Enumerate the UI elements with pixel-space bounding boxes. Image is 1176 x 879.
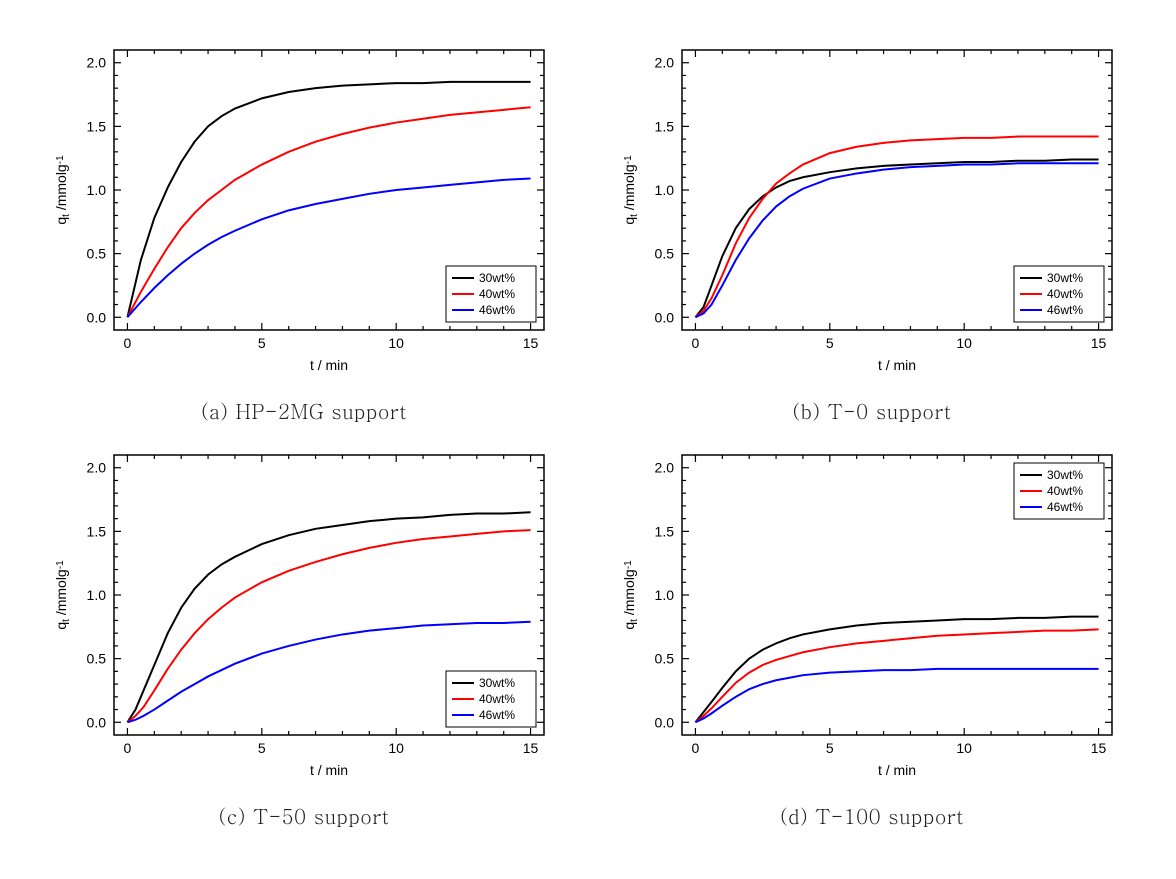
svg-text:15: 15 [1091, 335, 1107, 351]
svg-text:15: 15 [523, 740, 539, 756]
svg-text:0: 0 [692, 335, 700, 351]
svg-text:0.0: 0.0 [655, 309, 675, 325]
legend-label-30wt%: 30wt% [479, 271, 515, 285]
x-axis-label: t / min [878, 762, 916, 778]
svg-text:2.0: 2.0 [655, 460, 675, 476]
caption-c: (c) T-50 support [219, 801, 390, 830]
legend-label-30wt%: 30wt% [1047, 468, 1083, 482]
svg-text:0.5: 0.5 [655, 246, 675, 262]
x-axis-label: t / min [310, 357, 348, 373]
x-axis-label: t / min [310, 762, 348, 778]
legend-label-40wt%: 40wt% [479, 287, 515, 301]
svg-text:5: 5 [826, 335, 834, 351]
svg-text:0.0: 0.0 [87, 309, 107, 325]
series-46wt% [127, 622, 530, 723]
svg-text:10: 10 [388, 740, 404, 756]
chart-b: 0 5 10 15 0.0 0.5 1.0 1.5 2.0 t / min qt /mmolg-1 3… [612, 30, 1132, 390]
legend-label-46wt%: 46wt% [479, 708, 515, 722]
chart-c: 0 5 10 15 0.0 0.5 1.0 1.5 2.0 t / min qt /mmolg-1 3… [44, 435, 564, 795]
legend-label-46wt%: 46wt% [479, 303, 515, 317]
svg-text:5: 5 [258, 740, 266, 756]
chart-grid: 0 5 10 15 0.0 0.5 1.0 1.5 2.0 t / min qt /mmolg-1 3… [40, 30, 1136, 830]
y-axis-label: qt /mmolg-1 [621, 155, 640, 225]
svg-text:0.5: 0.5 [87, 651, 107, 667]
svg-text:2.0: 2.0 [655, 55, 675, 71]
svg-text:15: 15 [523, 335, 539, 351]
y-axis-label: qt /mmolg-1 [621, 560, 640, 630]
svg-text:0.5: 0.5 [655, 651, 675, 667]
caption-b: (b) T-0 support [792, 396, 951, 425]
caption-d: (d) T-100 support [780, 801, 964, 830]
series-30wt% [127, 512, 530, 722]
svg-text:0: 0 [124, 335, 132, 351]
legend-label-30wt%: 30wt% [1047, 271, 1083, 285]
series-40wt% [127, 107, 530, 317]
series-46wt% [695, 669, 1098, 722]
svg-text:10: 10 [956, 740, 972, 756]
svg-text:1.5: 1.5 [87, 118, 107, 134]
y-axis-label: qt /mmolg-1 [53, 155, 72, 225]
legend-label-46wt%: 46wt% [1047, 500, 1083, 514]
series-40wt% [695, 629, 1098, 722]
legend-label-30wt%: 30wt% [479, 676, 515, 690]
panel-d: 0 5 10 15 0.0 0.5 1.0 1.5 2.0 t / min qt /mmolg-1 3… [608, 435, 1136, 830]
svg-text:15: 15 [1091, 740, 1107, 756]
svg-text:0.0: 0.0 [87, 714, 107, 730]
svg-text:2.0: 2.0 [87, 55, 107, 71]
svg-text:10: 10 [956, 335, 972, 351]
legend-label-40wt%: 40wt% [479, 692, 515, 706]
series-30wt% [127, 82, 530, 317]
svg-text:1.5: 1.5 [655, 118, 675, 134]
y-axis-label: qt /mmolg-1 [53, 560, 72, 630]
legend-label-40wt%: 40wt% [1047, 484, 1083, 498]
chart-a: 0 5 10 15 0.0 0.5 1.0 1.5 2.0 t / min qt /mmolg-1 3… [44, 30, 564, 390]
svg-text:0.0: 0.0 [655, 714, 675, 730]
svg-text:1.0: 1.0 [87, 587, 107, 603]
chart-d: 0 5 10 15 0.0 0.5 1.0 1.5 2.0 t / min qt /mmolg-1 3… [612, 435, 1132, 795]
svg-text:0: 0 [692, 740, 700, 756]
panel-b: 0 5 10 15 0.0 0.5 1.0 1.5 2.0 t / min qt /mmolg-1 3… [608, 30, 1136, 425]
svg-text:10: 10 [388, 335, 404, 351]
panel-c: 0 5 10 15 0.0 0.5 1.0 1.5 2.0 t / min qt /mmolg-1 3… [40, 435, 568, 830]
svg-text:5: 5 [826, 740, 834, 756]
legend-label-40wt%: 40wt% [1047, 287, 1083, 301]
panel-a: 0 5 10 15 0.0 0.5 1.0 1.5 2.0 t / min qt /mmolg-1 3… [40, 30, 568, 425]
svg-text:2.0: 2.0 [87, 460, 107, 476]
svg-text:1.5: 1.5 [87, 523, 107, 539]
svg-text:1.5: 1.5 [655, 523, 675, 539]
svg-text:1.0: 1.0 [655, 182, 675, 198]
svg-text:1.0: 1.0 [655, 587, 675, 603]
series-46wt% [127, 179, 530, 318]
series-40wt% [127, 530, 530, 722]
svg-text:5: 5 [258, 335, 266, 351]
svg-text:1.0: 1.0 [87, 182, 107, 198]
x-axis-label: t / min [878, 357, 916, 373]
legend-label-46wt%: 46wt% [1047, 303, 1083, 317]
caption-a: (a) HP-2MG support [201, 396, 407, 425]
svg-text:0: 0 [124, 740, 132, 756]
svg-text:0.5: 0.5 [87, 246, 107, 262]
